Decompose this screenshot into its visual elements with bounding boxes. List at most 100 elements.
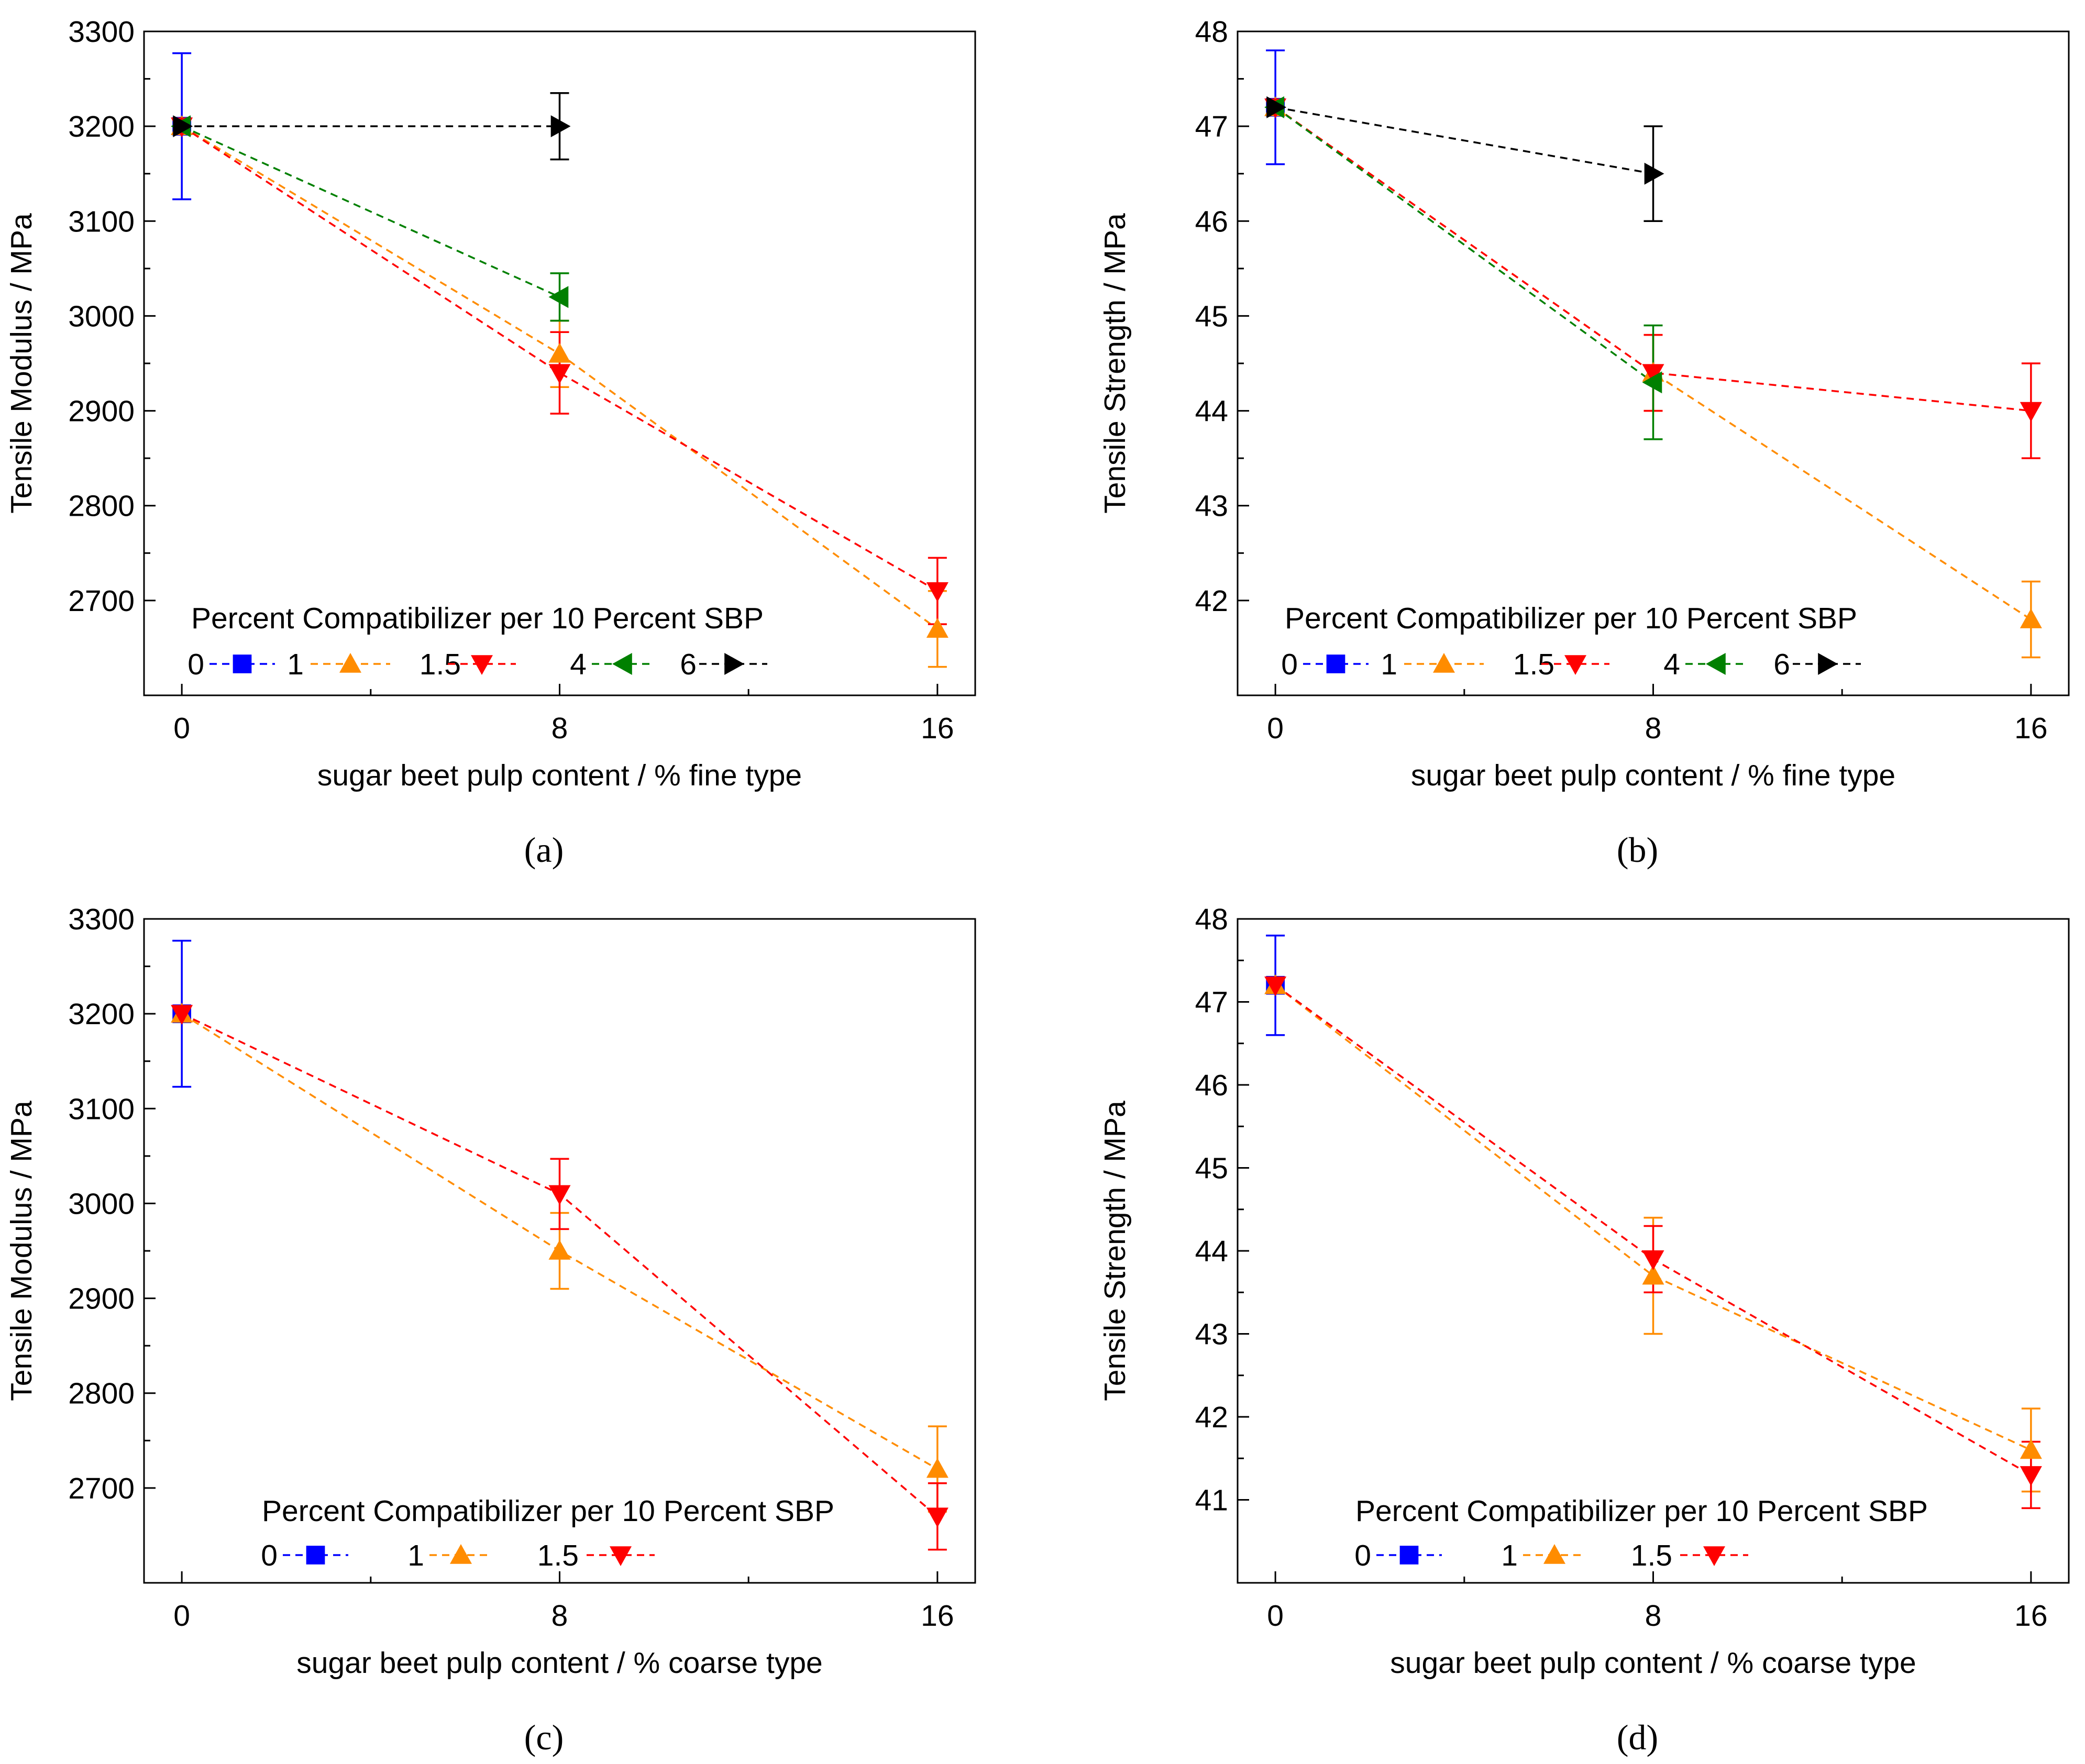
y-axis-label: Tensile Strength / MPa	[1098, 1101, 1132, 1401]
series-line	[181, 125, 938, 592]
y-tick-label: 45	[1195, 1152, 1228, 1185]
x-axis-label: sugar beet pulp content / % fine type	[1411, 759, 1895, 792]
legend-label: 1.5	[1631, 1539, 1672, 1572]
y-tick-label: 44	[1195, 1235, 1228, 1268]
legend-label: 4	[1663, 648, 1680, 681]
legend: Percent Compatibilizer per 10 Percent SB…	[1281, 602, 1861, 681]
y-tick-label: 41	[1195, 1484, 1228, 1517]
y-tick-label: 2700	[68, 1472, 135, 1505]
y-tick-label: 3100	[68, 205, 135, 238]
x-axis-label: sugar beet pulp content / % coarse type	[1390, 1646, 1916, 1680]
y-axis-label: Tensile Strength / MPa	[1098, 213, 1132, 514]
data-point	[926, 1507, 948, 1528]
y-tick-label: 44	[1195, 395, 1228, 428]
data-point	[1642, 1250, 1664, 1270]
series-1	[181, 1013, 947, 1513]
legend-label: 6	[1773, 648, 1790, 681]
data-point	[926, 618, 948, 638]
x-tick-label: 8	[1645, 1599, 1662, 1633]
data-point	[548, 1240, 571, 1260]
y-tick-label: 48	[1195, 903, 1228, 936]
y-tick-label: 2800	[68, 1377, 135, 1411]
data-point	[1642, 1264, 1664, 1285]
legend-label: 1.5	[537, 1539, 579, 1572]
chart-panel-c: 2700 2800 2900 3000 3100 3200 3300 0 8 16 sugar be…	[5, 903, 976, 1757]
legend-label: 1	[287, 648, 304, 681]
data-point	[926, 1458, 948, 1478]
y-tick-label: 2700	[68, 584, 135, 618]
data-point	[2020, 1466, 2042, 1486]
y-tick-label: 2900	[68, 1282, 135, 1316]
series-1-5	[1275, 106, 2040, 459]
y-tick-label: 42	[1195, 1401, 1228, 1434]
data-point	[173, 115, 193, 138]
series-6	[182, 92, 569, 161]
data-point	[550, 115, 571, 138]
legend-marker	[1326, 654, 1345, 673]
y-tick-label: 47	[1195, 110, 1228, 143]
legend-label: 4	[570, 648, 587, 681]
y-tick-label: 43	[1195, 490, 1228, 523]
x-tick-label: 16	[2014, 712, 2047, 745]
y-tick-label: 2900	[68, 395, 135, 428]
x-tick-label: 0	[173, 712, 190, 745]
data-point	[1264, 977, 1287, 996]
legend-marker	[233, 654, 252, 673]
legend: Percent Compatibilizer per 10 Percent SB…	[1354, 1494, 1928, 1572]
data-point	[548, 286, 569, 308]
x-tick-label: 16	[921, 712, 954, 745]
legend-marker	[306, 1546, 325, 1565]
x-tick-label: 16	[2014, 1599, 2047, 1633]
legend-marker	[1543, 1544, 1565, 1564]
series-line	[1275, 106, 1654, 383]
panel-label: (a)	[524, 830, 564, 870]
y-tick-label: 45	[1195, 299, 1228, 333]
legend-marker	[471, 655, 493, 675]
y-tick-label: 47	[1195, 986, 1228, 1019]
x-tick-label: 16	[921, 1599, 954, 1633]
data-point	[171, 1005, 193, 1025]
legend-label: 6	[680, 648, 697, 681]
panel-label: (b)	[1617, 830, 1658, 870]
legend-marker	[1399, 1546, 1419, 1565]
y-axis-label: Tensile Modulus / MPa	[5, 1101, 38, 1401]
x-tick-label: 8	[551, 712, 568, 745]
series-1	[181, 125, 947, 668]
chart-panel-d: 41 42 43 44 45 46 47 48 0 8 16 sugar beet pulp cont…	[1098, 903, 2070, 1757]
legend-marker	[339, 653, 361, 673]
legend-marker	[724, 653, 744, 675]
y-tick-label: 46	[1195, 1069, 1228, 1102]
x-tick-label: 0	[1267, 712, 1284, 745]
legend-title: Percent Compatibilizer per 10 Percent SB…	[1355, 1494, 1928, 1528]
y-tick-label: 2800	[68, 490, 135, 523]
data-point	[2020, 608, 2042, 628]
y-tick-label: 3000	[68, 1187, 135, 1221]
y-axis-label: Tensile Modulus / MPa	[5, 213, 38, 514]
series-6	[1275, 106, 1663, 223]
x-tick-label: 0	[173, 1599, 190, 1633]
y-tick-label: 3300	[68, 903, 135, 936]
y-tick-label: 3200	[68, 997, 135, 1031]
legend-title: Percent Compatibilizer per 10 Percent SB…	[191, 602, 764, 635]
x-axis-label: sugar beet pulp content / % fine type	[317, 759, 802, 792]
y-tick-label: 46	[1195, 205, 1228, 238]
panel-label: (c)	[524, 1717, 564, 1757]
data-point	[1642, 371, 1662, 394]
series-line	[1275, 106, 1653, 175]
legend-marker	[1433, 653, 1455, 673]
data-point	[548, 342, 571, 363]
y-tick-label: 43	[1195, 1318, 1228, 1351]
series-line	[181, 125, 560, 298]
legend-label: 0	[1281, 648, 1298, 681]
series-line	[1275, 106, 2032, 412]
y-tick-label: 48	[1195, 15, 1228, 49]
y-tick-label: 3000	[68, 299, 135, 333]
data-point	[1644, 162, 1664, 185]
legend-label: 0	[1354, 1539, 1371, 1572]
legend-marker	[1818, 653, 1838, 675]
y-tick-label: 3300	[68, 15, 135, 49]
legend-title: Percent Compatibilizer per 10 Percent SB…	[262, 1494, 834, 1528]
